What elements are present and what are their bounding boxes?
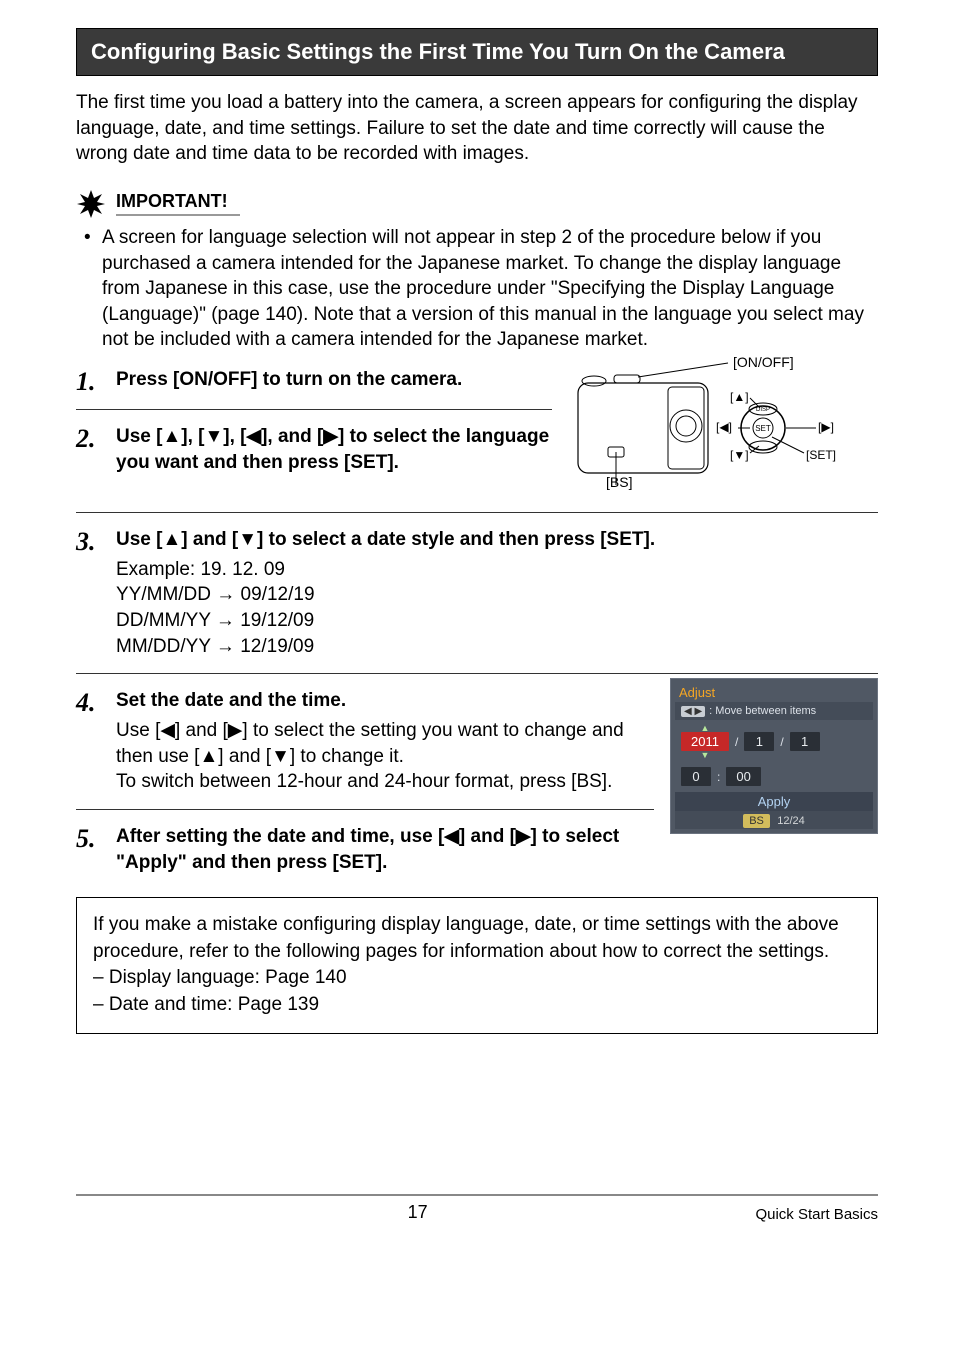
burst-icon bbox=[76, 189, 106, 219]
adjust-year: 2011 bbox=[681, 732, 729, 751]
date-sep2: / bbox=[780, 735, 783, 749]
up-arrow-icon: ▲ bbox=[701, 724, 710, 732]
date-sep1: / bbox=[735, 735, 738, 749]
time-sep: : bbox=[717, 770, 720, 784]
step-3-num: 3. bbox=[76, 527, 106, 659]
important-body: • A screen for language selection will n… bbox=[76, 225, 878, 353]
svg-text:[◀]: [◀] bbox=[716, 420, 732, 434]
svg-text:DISP: DISP bbox=[756, 407, 770, 413]
step-3-fmt2: DD/MM/YY → 19/12/09 bbox=[116, 608, 878, 634]
bullet-dot: • bbox=[84, 225, 91, 251]
intro-paragraph: The first time you load a battery into t… bbox=[76, 90, 878, 167]
step-4-num: 4. bbox=[76, 688, 106, 795]
steps-4-5-row: 4. Set the date and the time. Use [◀] an… bbox=[76, 674, 878, 875]
adjust-hint: ◀ ▶ : Move between items bbox=[675, 702, 873, 720]
camera-diagram: SET DISP [ON/OFF] [BS] [▲] [▼] [◀] [▶] [… bbox=[568, 353, 878, 498]
step-4-body1: Use [◀] and [▶] to select the setting yo… bbox=[116, 718, 654, 769]
manual-page: Configuring Basic Settings the First Tim… bbox=[0, 0, 954, 1357]
adjust-minute: 00 bbox=[726, 767, 760, 786]
step-3-head: Use [▲] and [▼] to select a date style a… bbox=[116, 527, 878, 553]
svg-text:[SET]: [SET] bbox=[806, 448, 836, 462]
divider-1 bbox=[76, 409, 552, 410]
step-4-body2: To switch between 12-hour and 24-hour fo… bbox=[116, 769, 654, 795]
step-1: 1. Press [ON/OFF] to turn on the camera. bbox=[76, 367, 552, 395]
step-2: 2. Use [▲], [▼], [◀], and [▶] to select … bbox=[76, 424, 552, 475]
step-3-fmt1: YY/MM/DD → 09/12/19 bbox=[116, 582, 878, 608]
step-1-text: Press [ON/OFF] to turn on the camera. bbox=[116, 367, 552, 395]
intro-text: The first time you load a battery into t… bbox=[76, 92, 858, 164]
hint-arrows-icon: ◀ ▶ bbox=[681, 706, 705, 717]
mistake-l2: – Date and time: Page 139 bbox=[93, 992, 861, 1019]
step-2-num: 2. bbox=[76, 424, 106, 475]
step-4: 4. Set the date and the time. Use [◀] an… bbox=[76, 688, 654, 795]
footer-page-number: 17 bbox=[80, 1202, 756, 1223]
mistake-l1: – Display language: Page 140 bbox=[93, 965, 861, 992]
step-5-text: After setting the date and time, use [◀]… bbox=[116, 824, 654, 875]
adjust-bs-chip: BS bbox=[743, 814, 770, 828]
adjust-hour: 0 bbox=[681, 767, 711, 786]
divider-4 bbox=[76, 809, 654, 810]
adjust-month: 1 bbox=[744, 732, 774, 751]
adjust-day: 1 bbox=[790, 732, 820, 751]
step-5-head: After setting the date and time, use [◀]… bbox=[116, 826, 619, 873]
adjust-title: Adjust bbox=[675, 683, 873, 702]
svg-text:[BS]: [BS] bbox=[606, 474, 632, 490]
section-header-text: Configuring Basic Settings the First Tim… bbox=[91, 39, 785, 64]
steps-1-2-col: 1. Press [ON/OFF] to turn on the camera.… bbox=[76, 353, 552, 475]
page-footer: . 17 Quick Start Basics bbox=[76, 1194, 878, 1223]
down-arrow-icon: ▼ bbox=[701, 751, 710, 759]
svg-text:[▶]: [▶] bbox=[818, 420, 834, 434]
mistake-box: If you make a mistake configuring displa… bbox=[76, 897, 878, 1033]
adjust-time-row: 0 : 00 bbox=[675, 763, 873, 790]
svg-text:[▲]: [▲] bbox=[730, 390, 749, 404]
year-with-arrows: ▲ 2011 ▼ bbox=[681, 724, 729, 759]
adjust-date-row: ▲ 2011 ▼ / 1 / 1 bbox=[675, 720, 873, 763]
adjust-box: Adjust ◀ ▶ : Move between items ▲ 2011 ▼… bbox=[670, 678, 878, 834]
adjust-screenshot: Adjust ◀ ▶ : Move between items ▲ 2011 ▼… bbox=[670, 678, 878, 834]
svg-text:[ON/OFF]: [ON/OFF] bbox=[733, 354, 794, 370]
adjust-bs-row: BS 12/24 bbox=[675, 811, 873, 829]
important-text: A screen for language selection will not… bbox=[102, 227, 864, 351]
step-1-head: Press [ON/OFF] to turn on the camera. bbox=[116, 369, 462, 390]
adjust-format: 12/24 bbox=[777, 815, 805, 827]
step-2-head: Use [▲], [▼], [◀], and [▶] to select the… bbox=[116, 426, 549, 473]
step-1-num: 1. bbox=[76, 367, 106, 395]
important-row: IMPORTANT! bbox=[76, 189, 878, 219]
divider-2 bbox=[76, 512, 878, 513]
important-label: IMPORTANT! bbox=[116, 191, 240, 216]
step-2-text: Use [▲], [▼], [◀], and [▶] to select the… bbox=[116, 424, 552, 475]
steps-4-5-col: 4. Set the date and the time. Use [◀] an… bbox=[76, 674, 654, 875]
adjust-hint-text: : Move between items bbox=[709, 705, 816, 717]
step-3-fmt3: MM/DD/YY → 12/19/09 bbox=[116, 634, 878, 660]
section-header: Configuring Basic Settings the First Tim… bbox=[76, 28, 878, 76]
mistake-text: If you make a mistake configuring displa… bbox=[93, 912, 861, 965]
step-3-text: Use [▲] and [▼] to select a date style a… bbox=[116, 527, 878, 659]
step-4-text: Set the date and the time. Use [◀] and [… bbox=[116, 688, 654, 795]
footer-section: Quick Start Basics bbox=[755, 1206, 878, 1223]
step-5-num: 5. bbox=[76, 824, 106, 875]
svg-text:[▼]: [▼] bbox=[730, 448, 749, 462]
step-4-head: Set the date and the time. bbox=[116, 688, 654, 714]
step-3: 3. Use [▲] and [▼] to select a date styl… bbox=[76, 527, 878, 659]
step-5: 5. After setting the date and time, use … bbox=[76, 824, 654, 875]
step-3-example: Example: 19. 12. 09 bbox=[116, 557, 878, 583]
adjust-apply: Apply bbox=[675, 792, 873, 811]
svg-text:SET: SET bbox=[755, 424, 771, 433]
steps-1-2-row: 1. Press [ON/OFF] to turn on the camera.… bbox=[76, 353, 878, 498]
